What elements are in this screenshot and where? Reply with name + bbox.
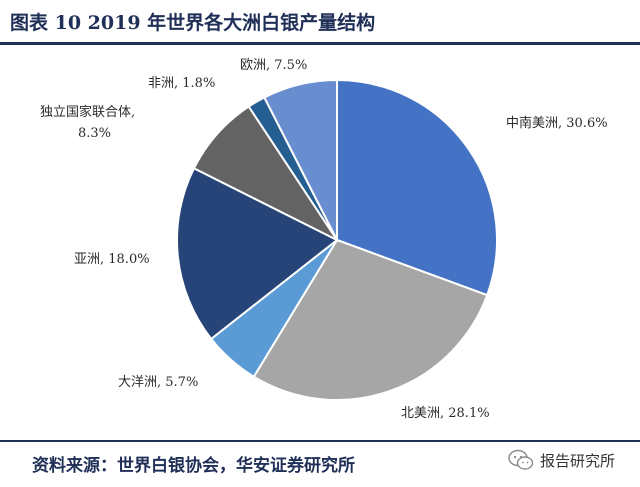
title-rule <box>0 42 640 45</box>
watermark-text: 报告研究所 <box>540 451 616 470</box>
slice-label-1: 中南美洲, 30.6% <box>506 115 608 131</box>
pie-slice-4 <box>176 166 339 341</box>
source-note: 资料来源：世界白银协会，华安证券研究所 <box>32 456 355 476</box>
watermark: 报告研究所 <box>508 449 615 471</box>
slice-label-5: 独立国家联合体, 8.3% <box>40 104 135 141</box>
pie-slice-1 <box>336 78 498 297</box>
chart-title: 图表 10 2019 年世界各大洲白银产量结构 <box>10 12 376 34</box>
pie-chart: 中南美洲, 30.6% 北美洲, 28.1% 大洋洲, 5.7% 亚洲, 18.0% 独… <box>40 58 608 421</box>
footer-rule <box>0 440 640 442</box>
slice-label-6: 非洲, 1.8% <box>148 76 215 91</box>
pie-slice-7 <box>263 78 338 241</box>
slice-label-4: 亚洲, 18.0% <box>74 252 150 267</box>
slice-label-3: 大洋洲, 5.7% <box>118 375 198 390</box>
wechat-icon <box>508 449 534 470</box>
pie-slice-2 <box>252 238 489 401</box>
slice-label-7: 欧洲, 7.5% <box>240 58 307 73</box>
slice-label-2: 北美洲, 28.1% <box>401 406 490 421</box>
